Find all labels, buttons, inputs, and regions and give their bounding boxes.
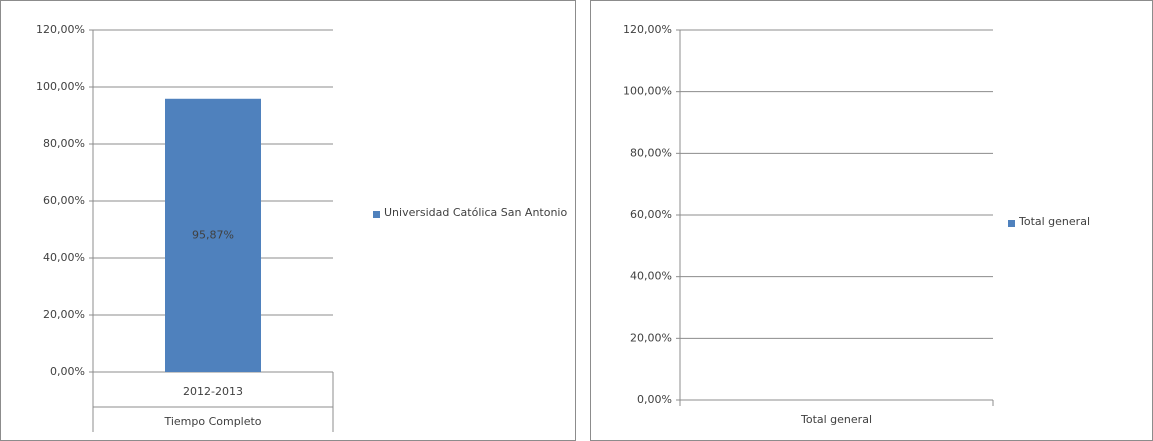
y-tick-label: 40,00% — [43, 251, 85, 264]
y-tick-label: 60,00% — [43, 194, 85, 207]
y-tick-label: 80,00% — [43, 137, 85, 150]
legend-label: Universidad Católica San Antonio — [384, 206, 568, 219]
y-tick-label: 100,00% — [36, 80, 85, 93]
x-tick-label: 2012-2013 — [183, 385, 243, 398]
chart-frame — [590, 0, 1153, 441]
legend: Total general — [1019, 215, 1090, 228]
x-group-label: Tiempo Completo — [163, 415, 261, 428]
y-tick-label: 20,00% — [43, 308, 85, 321]
legend-swatch — [373, 211, 380, 218]
y-tick-label: 0,00% — [637, 393, 672, 406]
y-tick-label: 20,00% — [630, 331, 672, 344]
chart-frame — [0, 0, 576, 441]
y-tick-label: 100,00% — [623, 85, 672, 98]
y-tick-label: 40,00% — [630, 270, 672, 283]
y-tick-label: 0,00% — [50, 365, 85, 378]
y-tick-label: 120,00% — [36, 23, 85, 36]
legend-label: Total general — [1019, 215, 1090, 228]
y-tick-label: 80,00% — [630, 146, 672, 159]
y-tick-label: 60,00% — [630, 208, 672, 221]
x-tick-label: Total general — [800, 413, 872, 426]
bar — [165, 98, 261, 372]
y-tick-label: 120,00% — [623, 23, 672, 36]
legend-swatch — [1008, 220, 1015, 227]
data-label: 95,87% — [192, 228, 234, 241]
legend: Universidad Católica San Antonio — [384, 206, 568, 219]
